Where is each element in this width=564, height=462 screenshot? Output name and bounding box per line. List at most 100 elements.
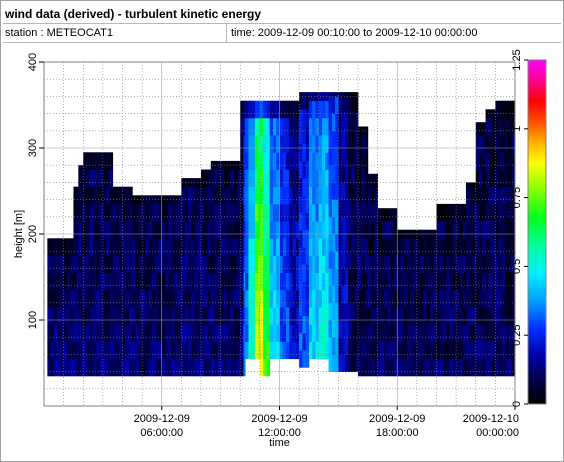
heatmap-cell [174,238,179,256]
heatmap-cell [155,238,159,256]
heatmap-cell [407,255,411,274]
heatmap-cell [354,199,359,218]
heatmap-cell [505,169,509,188]
heatmap-cell [508,135,513,153]
heatmap-cell [248,289,253,308]
heatmap-cell [308,221,313,239]
heatmap-cell [243,289,246,308]
heatmap-cell [325,152,329,170]
heatmap-cell [302,246,307,265]
heatmap-cell [266,135,271,153]
heatmap-cell [181,272,186,291]
heatmap-cell [122,238,127,256]
heatmap-cell [485,109,490,119]
heatmap-cell [187,307,192,325]
heatmap-cell [488,358,493,377]
heatmap-cell [174,272,179,291]
heatmap-cell [498,324,503,342]
heatmap-cell [135,255,140,274]
heatmap-cell [165,341,169,360]
heatmap-cell [158,272,163,291]
heatmap-cell [322,238,326,256]
heatmap-cell [187,272,192,291]
heatmap-cell [243,307,246,325]
heatmap-cell [367,272,372,291]
heatmap-cell [488,307,493,325]
heatmap-cell [436,238,441,256]
heatmap-cell [325,135,329,153]
heatmap-cell [259,203,264,222]
heatmap-cell [243,117,246,136]
heatmap-cell [83,152,87,170]
heatmap-cell [57,341,61,360]
heatmap-cell [331,199,336,218]
heatmap-cell [367,289,372,308]
heatmap-cell [289,289,293,308]
heatmap-cell [501,221,506,239]
heatmap-cell [145,238,150,256]
heatmap-cell [299,246,303,265]
heatmap-cell [96,186,100,205]
heatmap-cell [462,272,467,291]
heatmap-cell [475,324,480,342]
heatmap-cell [482,307,486,325]
heatmap-cell [171,358,176,377]
heatmap-cell [86,186,91,205]
heatmap-cell [217,186,222,205]
heatmap-cell [89,152,94,170]
heatmap-cell [60,272,65,291]
heatmap-cell [384,208,388,222]
heatmap-cell [207,203,212,222]
heatmap-cell [479,289,483,308]
heatmap-cell [161,341,166,360]
heatmap-cell [393,289,398,308]
heatmap-cell [380,255,385,274]
heatmap-cell [145,324,150,342]
heatmap-cell [187,238,192,256]
heatmap-cell [78,307,83,325]
heatmap-cell [318,152,323,170]
heatmap-cell [305,126,310,145]
heatmap-cell [112,272,117,291]
heatmap-cell [119,238,123,256]
heatmap-cell [367,203,372,222]
heatmap-cell [328,337,333,355]
heatmap-cell [305,281,310,299]
heatmap-cell [125,307,130,325]
heatmap-cell [210,186,215,205]
heatmap-cell [245,203,249,222]
heatmap-cell [299,298,303,317]
heatmap-cell [331,302,336,321]
heatmap-cell [407,341,411,360]
colorbar-tick-label: 0.5 [511,259,523,274]
heatmap-cell [269,324,274,342]
heatmap-cell [158,238,163,256]
heatmap-cell [217,324,222,342]
heatmap-cell [469,186,473,205]
heatmap-cell [305,264,310,282]
heatmap-cell [112,255,117,274]
heatmap-cell [142,289,146,308]
heatmap-cell [312,341,316,360]
heatmap-cell [269,186,274,205]
heatmap-cell [348,302,352,321]
heatmap-cell [429,341,434,360]
heatmap-cell [344,337,349,355]
heatmap-cell [295,289,300,308]
heatmap-cell [245,117,249,136]
heatmap-cell [122,221,127,239]
heatmap-cell [348,285,352,304]
heatmap-cell [289,324,293,342]
heatmap-cell [204,307,208,325]
heatmap-cell [50,341,55,360]
heatmap-cell [89,169,94,188]
heatmap-cell [338,92,343,97]
heatmap-cell [125,238,130,256]
heatmap-cell [210,324,215,342]
heatmap-cell [400,341,405,360]
heatmap-cell [302,229,307,248]
heatmap-cell [364,307,369,325]
heatmap-cell [302,126,307,145]
heatmap-cell [269,117,274,136]
